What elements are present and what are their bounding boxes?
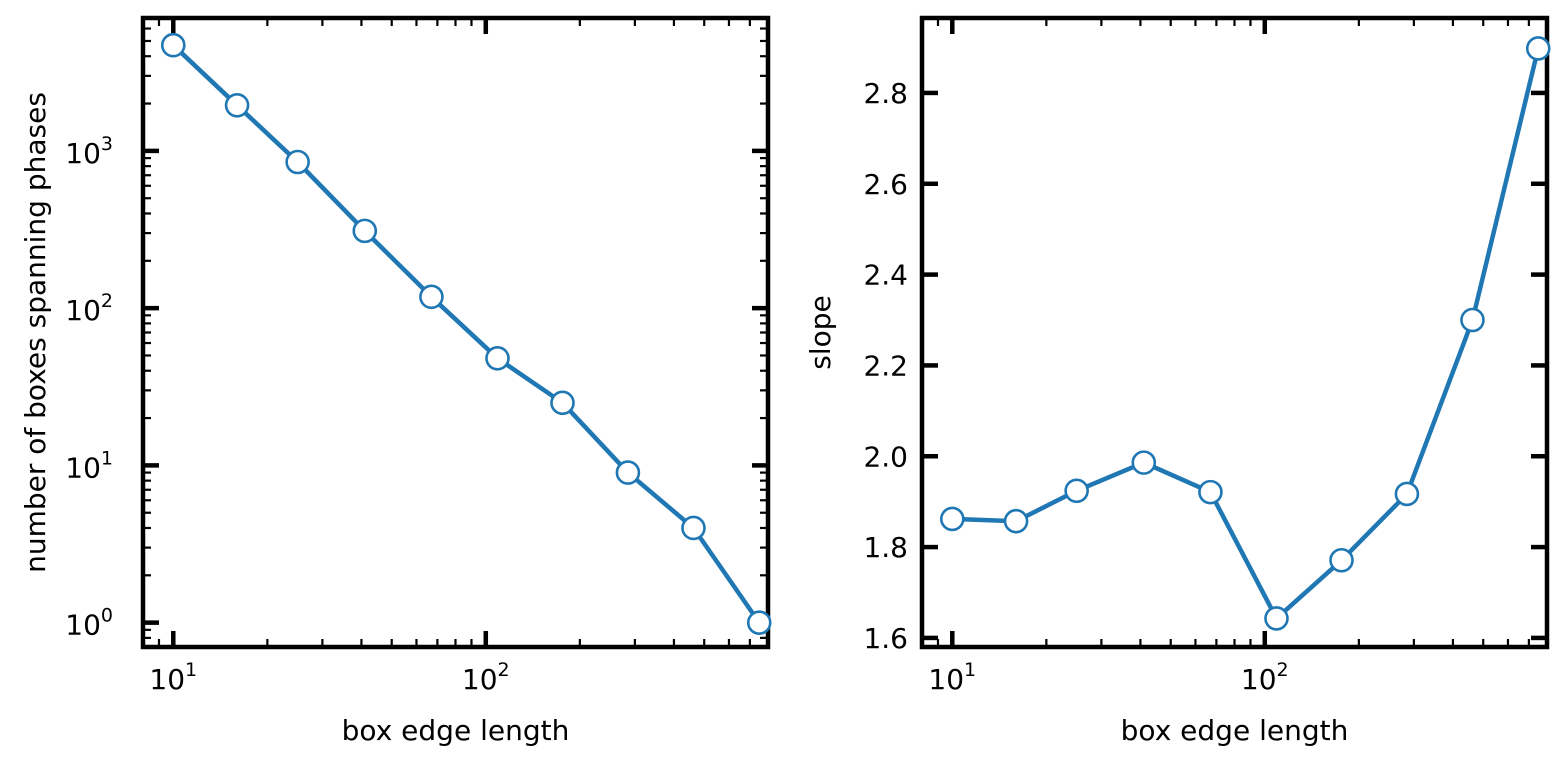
y-tick-label: 2.4 bbox=[863, 259, 908, 292]
plot-frame bbox=[140, 15, 771, 650]
x-axis-label: box edge length bbox=[1121, 714, 1349, 747]
data-point bbox=[1394, 481, 1420, 507]
x-tick-label: 102 bbox=[462, 659, 510, 696]
y-axis-label: slope bbox=[804, 295, 837, 370]
data-point bbox=[160, 32, 186, 58]
data-point bbox=[352, 218, 378, 244]
y-tick-label: 2.6 bbox=[863, 168, 908, 201]
chart-panel-2: 101 102 1.6 1.8 2.0 2.2 2.4 2.6 2.8 box edge leng… bbox=[804, 15, 1551, 747]
data-point bbox=[1064, 478, 1089, 504]
y-axis-label: number of boxes spanning phases bbox=[19, 92, 52, 573]
plot-frame bbox=[919, 15, 1550, 650]
x-tick-label: 101 bbox=[149, 659, 197, 696]
data-point bbox=[485, 345, 510, 371]
data-point bbox=[1198, 479, 1223, 505]
data-point bbox=[224, 92, 250, 118]
data-point bbox=[419, 284, 444, 310]
y-tick-label: 100 bbox=[65, 605, 113, 642]
data-point bbox=[1131, 450, 1157, 475]
data-point bbox=[1329, 547, 1354, 573]
data-point bbox=[1525, 36, 1551, 61]
series-line bbox=[171, 43, 762, 624]
x-axis-label: box edge length bbox=[342, 714, 570, 747]
y-tick-label: 1.8 bbox=[863, 531, 908, 564]
y-tick-label: 102 bbox=[65, 290, 113, 327]
x-tick-label: 101 bbox=[928, 659, 976, 696]
y-tick-label: 2.2 bbox=[863, 349, 908, 382]
data-point bbox=[615, 460, 641, 485]
data-point bbox=[939, 506, 965, 532]
data-point bbox=[1460, 307, 1485, 333]
data-point bbox=[1264, 606, 1289, 631]
y-tick-label: 2.0 bbox=[863, 440, 908, 473]
data-point bbox=[1003, 508, 1029, 534]
y-tick-label: 1.6 bbox=[863, 622, 908, 655]
series-line bbox=[952, 47, 1541, 621]
data-point bbox=[285, 149, 310, 175]
data-point bbox=[746, 610, 772, 635]
data-point bbox=[550, 390, 575, 416]
chart-panel-1: 101 102 100 101 102 103 box edge length number … bbox=[19, 15, 772, 747]
y-tick-label: 103 bbox=[65, 133, 113, 170]
y-tick-label: 101 bbox=[65, 447, 113, 484]
data-point bbox=[681, 515, 706, 541]
x-tick-label: 102 bbox=[1241, 659, 1289, 696]
y-tick-label: 2.8 bbox=[863, 77, 908, 110]
